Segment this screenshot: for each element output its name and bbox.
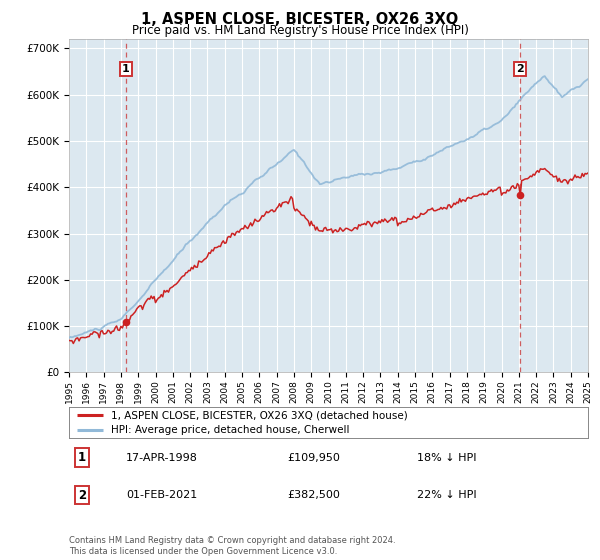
Text: 1: 1 <box>122 64 130 74</box>
Text: Contains HM Land Registry data © Crown copyright and database right 2024.
This d: Contains HM Land Registry data © Crown c… <box>69 536 395 556</box>
Text: 2: 2 <box>517 64 524 74</box>
Text: 1, ASPEN CLOSE, BICESTER, OX26 3XQ: 1, ASPEN CLOSE, BICESTER, OX26 3XQ <box>142 12 458 27</box>
Text: 17-APR-1998: 17-APR-1998 <box>126 452 198 463</box>
Text: 2: 2 <box>78 489 86 502</box>
Text: 1, ASPEN CLOSE, BICESTER, OX26 3XQ (detached house): 1, ASPEN CLOSE, BICESTER, OX26 3XQ (deta… <box>110 410 407 421</box>
Text: HPI: Average price, detached house, Cherwell: HPI: Average price, detached house, Cher… <box>110 424 349 435</box>
Text: Price paid vs. HM Land Registry's House Price Index (HPI): Price paid vs. HM Land Registry's House … <box>131 24 469 36</box>
Text: £109,950: £109,950 <box>287 452 340 463</box>
Text: £382,500: £382,500 <box>287 491 340 500</box>
Text: 18% ↓ HPI: 18% ↓ HPI <box>417 452 476 463</box>
Text: 01-FEB-2021: 01-FEB-2021 <box>126 491 197 500</box>
Text: 1: 1 <box>78 451 86 464</box>
Text: 22% ↓ HPI: 22% ↓ HPI <box>417 491 476 500</box>
